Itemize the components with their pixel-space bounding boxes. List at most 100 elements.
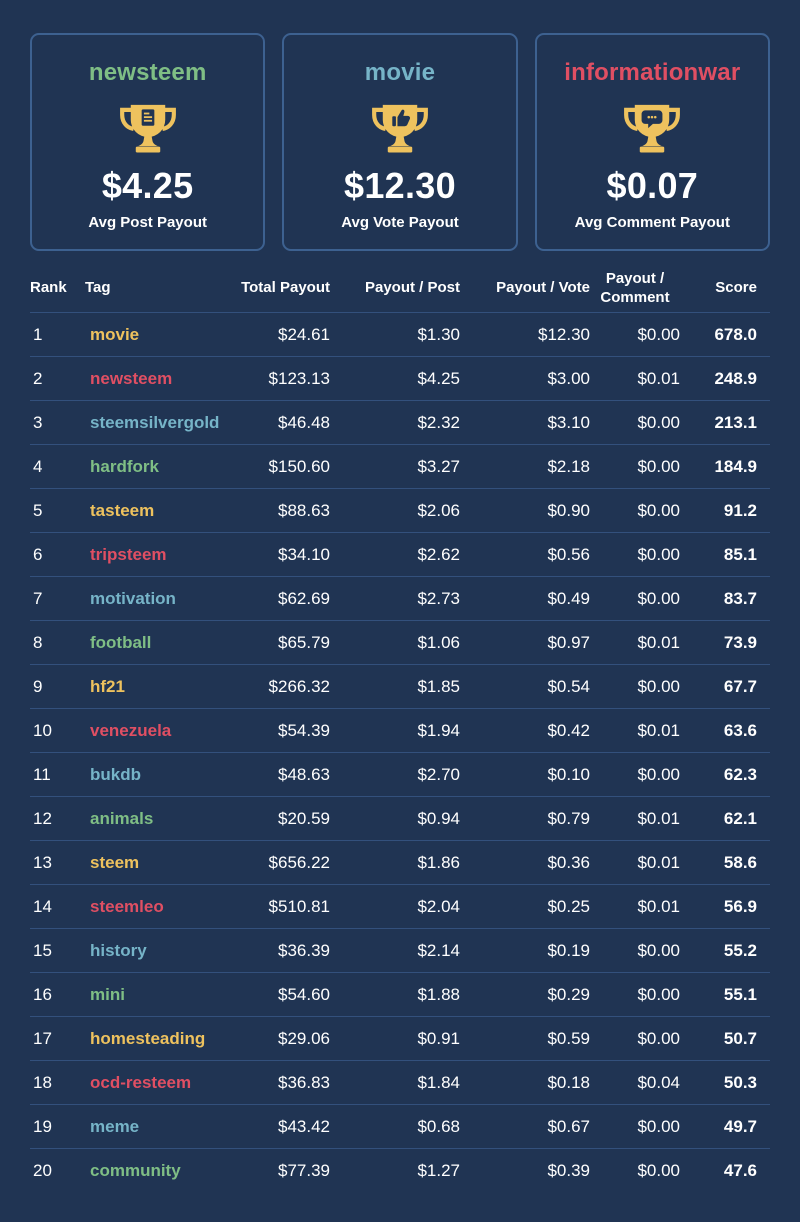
table-row: 15 history $36.39 $2.14 $0.19 $0.00 55.2 [30, 928, 770, 972]
payout-post-cell: $2.14 [417, 940, 460, 960]
payout-comment-cell: $0.00 [637, 1160, 680, 1180]
score-cell: 55.2 [723, 940, 757, 960]
payout-vote-cell: $0.59 [547, 1028, 590, 1048]
table-row: 1 movie $24.61 $1.30 $12.30 $0.00 678.0 [30, 312, 770, 356]
score-cell: 47.6 [723, 1160, 757, 1180]
score-cell: 50.3 [723, 1072, 757, 1092]
total-payout-cell: $48.63 [278, 764, 330, 784]
tag-cell: community [90, 1160, 181, 1180]
comment-trophy-icon [623, 98, 681, 158]
total-payout-cell: $24.61 [278, 324, 330, 344]
tag-cell: steemleo [90, 896, 164, 916]
score-cell: 184.9 [714, 456, 757, 476]
payout-comment-cell: $0.04 [637, 1072, 680, 1092]
table-row: 12 animals $20.59 $0.94 $0.79 $0.01 62.1 [30, 796, 770, 840]
total-payout-cell: $656.22 [268, 852, 330, 872]
payout-post-cell: $0.68 [417, 1116, 460, 1136]
rank-cell: 14 [33, 896, 52, 916]
table-row: 5 tasteem $88.63 $2.06 $0.90 $0.00 91.2 [30, 488, 770, 532]
tag-cell: animals [90, 808, 154, 828]
payout-post-cell: $1.30 [417, 324, 460, 344]
payout-vote-cell: $0.90 [547, 500, 590, 520]
table-row: 3 steemsilvergold $46.48 $2.32 $3.10 $0.00 213… [30, 400, 770, 444]
payout-vote-cell: $2.18 [547, 456, 590, 476]
rank-cell: 11 [33, 764, 51, 784]
score-cell: 91.2 [723, 500, 757, 520]
payout-comment-cell: $0.01 [637, 632, 680, 652]
score-cell: 83.7 [723, 588, 757, 608]
payout-vote-cell: $0.79 [547, 808, 590, 828]
table-row: 4 hardfork $150.60 $3.27 $2.18 $0.00 184.9 [30, 444, 770, 488]
header-total-payout: Total Payout [241, 279, 330, 297]
header-tag: Tag [85, 279, 111, 297]
payout-comment-cell: $0.00 [637, 324, 680, 344]
tag-cell: venezuela [90, 720, 172, 740]
tag-ranking-table: Rank Tag Total Payout Payout / Post Payo… [30, 264, 770, 1192]
payout-post-cell: $1.27 [417, 1160, 460, 1180]
payout-comment-cell: $0.00 [637, 764, 680, 784]
table-row: 19 meme $43.42 $0.68 $0.67 $0.00 49.7 [30, 1104, 770, 1148]
rank-cell: 13 [33, 852, 52, 872]
score-cell: 62.1 [723, 808, 757, 828]
payout-comment-cell: $0.00 [637, 544, 680, 564]
card-amount: $4.25 [101, 165, 194, 206]
rank-cell: 12 [33, 808, 52, 828]
total-payout-cell: $29.06 [278, 1028, 330, 1048]
table-header-row: Rank Tag Total Payout Payout / Post Payo… [30, 264, 770, 312]
tag-cell: newsteem [90, 368, 173, 388]
score-cell: 55.1 [723, 984, 757, 1004]
payout-post-cell: $1.84 [417, 1072, 460, 1092]
payout-vote-cell: $0.36 [547, 852, 590, 872]
total-payout-cell: $510.81 [268, 896, 330, 916]
total-payout-cell: $20.59 [278, 808, 330, 828]
payout-vote-cell: $0.97 [547, 632, 590, 652]
score-cell: 56.9 [723, 896, 757, 916]
summary-card-comment: informationwar $0.07 Avg Comment Payout [534, 33, 770, 251]
rank-cell: 15 [33, 940, 52, 960]
rank-cell: 4 [33, 456, 43, 476]
tag-cell: tripsteem [90, 544, 167, 564]
payout-post-cell: $1.85 [417, 676, 460, 696]
rank-cell: 17 [33, 1028, 52, 1048]
rank-cell: 9 [33, 676, 43, 696]
score-cell: 85.1 [723, 544, 757, 564]
payout-post-cell: $4.25 [417, 368, 460, 388]
payout-comment-cell: $0.00 [637, 456, 680, 476]
card-tag-title: newsteem [88, 59, 207, 86]
score-cell: 67.7 [723, 676, 757, 696]
summary-card-post: newsteem $4.25 Avg Post Payout [30, 33, 266, 251]
payout-vote-cell: $12.30 [538, 324, 590, 344]
payout-comment-cell: $0.01 [637, 368, 680, 388]
rank-cell: 10 [33, 720, 52, 740]
payout-vote-cell: $0.42 [547, 720, 590, 740]
score-cell: 58.6 [723, 852, 757, 872]
payout-post-cell: $2.32 [417, 412, 460, 432]
total-payout-cell: $77.39 [278, 1160, 330, 1180]
total-payout-cell: $88.63 [278, 500, 330, 520]
total-payout-cell: $150.60 [268, 456, 330, 476]
score-cell: 49.7 [723, 1116, 757, 1136]
payout-post-cell: $1.06 [417, 632, 460, 652]
table-row: 18 ocd-resteem $36.83 $1.84 $0.18 $0.04 50.3 [30, 1060, 770, 1104]
total-payout-cell: $54.60 [278, 984, 330, 1004]
table-row: 14 steemleo $510.81 $2.04 $0.25 $0.01 56.9 [30, 884, 770, 928]
total-payout-cell: $43.42 [278, 1116, 330, 1136]
table-row: 7 motivation $62.69 $2.73 $0.49 $0.00 83.7 [30, 576, 770, 620]
payout-vote-cell: $0.10 [547, 764, 590, 784]
payout-vote-cell: $0.54 [547, 676, 590, 696]
payout-comment-cell: $0.00 [637, 412, 680, 432]
payout-vote-cell: $3.10 [547, 412, 590, 432]
score-cell: 63.6 [723, 720, 757, 740]
payout-post-cell: $1.94 [417, 720, 460, 740]
payout-post-cell: $2.70 [417, 764, 460, 784]
tag-cell: steem [90, 852, 140, 872]
score-cell: 50.7 [723, 1028, 757, 1048]
table-row: 16 mini $54.60 $1.88 $0.29 $0.00 55.1 [30, 972, 770, 1016]
header-rank: Rank [30, 279, 67, 297]
score-cell: 248.9 [714, 368, 757, 388]
rank-cell: 8 [33, 632, 43, 652]
payout-post-cell: $2.04 [417, 896, 460, 916]
total-payout-cell: $266.32 [268, 676, 330, 696]
header-payout-post: Payout / Post [364, 279, 460, 297]
tag-cell: motivation [90, 588, 176, 608]
